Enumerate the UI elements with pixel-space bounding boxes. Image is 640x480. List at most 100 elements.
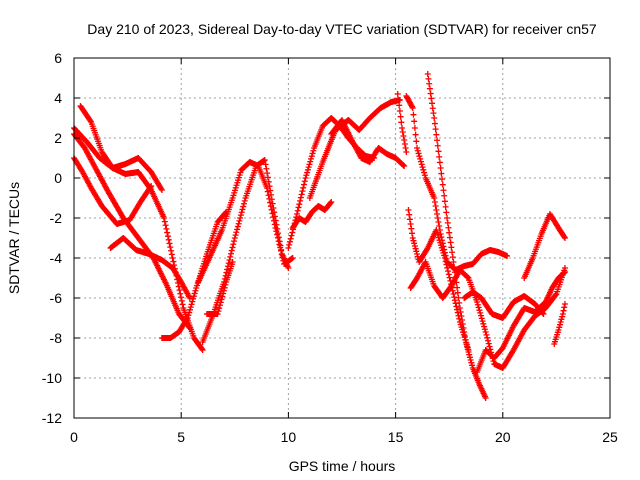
data-point <box>188 301 195 308</box>
data-point <box>400 133 407 139</box>
data-point <box>272 225 279 231</box>
data-point <box>299 188 306 195</box>
data-point <box>441 255 448 261</box>
x-tick-label: 10 <box>281 429 297 445</box>
data-point <box>234 223 241 230</box>
data-point <box>435 148 442 155</box>
data-point <box>431 195 438 201</box>
data-point <box>395 96 402 103</box>
data-point <box>267 203 274 210</box>
data-point <box>167 244 174 251</box>
data-point <box>428 95 435 102</box>
series-arc-i <box>203 259 236 317</box>
data-point <box>444 215 451 221</box>
data-point <box>277 244 284 251</box>
data-point <box>430 110 437 117</box>
data-point <box>449 254 456 261</box>
data-point <box>408 225 415 232</box>
y-tick-label: 2 <box>54 130 62 146</box>
data-point <box>266 195 273 202</box>
data-point <box>407 221 414 227</box>
data-point <box>411 118 418 125</box>
data-point <box>420 166 427 173</box>
data-point <box>401 163 408 169</box>
data-point <box>235 220 242 227</box>
data-point <box>240 200 247 207</box>
data-point <box>178 297 185 304</box>
data-point <box>215 308 222 315</box>
y-tick-label: 0 <box>54 170 62 186</box>
data-point <box>274 234 281 241</box>
data-point <box>436 159 443 166</box>
data-point <box>468 359 475 366</box>
data-point <box>396 102 403 109</box>
chart-title: Day 210 of 2023, Sidereal Day-to-day VTE… <box>87 21 597 37</box>
data-point <box>308 155 315 162</box>
data-point <box>454 284 461 291</box>
data-point <box>192 287 199 294</box>
data-point <box>555 327 562 333</box>
x-tick-label: 0 <box>70 429 78 445</box>
data-point <box>186 295 193 301</box>
data-point <box>440 187 447 194</box>
data-point <box>399 125 406 131</box>
axis-ticks <box>73 57 611 419</box>
data-point <box>414 251 421 257</box>
data-point <box>413 138 420 145</box>
data-point <box>561 269 568 276</box>
data-point <box>411 243 418 249</box>
data-point <box>237 215 244 221</box>
series-arc-d <box>77 103 165 193</box>
data-point <box>421 169 428 176</box>
data-point <box>286 241 293 248</box>
data-point <box>227 250 234 257</box>
data-point <box>561 269 568 275</box>
data-point <box>263 165 270 172</box>
data-point <box>411 125 418 131</box>
data-point <box>456 315 463 322</box>
data-point <box>264 170 271 177</box>
y-tick-labels: -12 -10 -8 -6 -4 -2 0 2 4 6 <box>42 50 62 426</box>
data-point <box>239 206 246 213</box>
data-point <box>310 147 317 154</box>
data-point <box>286 238 293 245</box>
data-point <box>298 191 305 198</box>
data-point <box>278 251 285 258</box>
data-point <box>436 223 443 229</box>
data-point <box>232 232 239 239</box>
data-point <box>409 105 416 111</box>
y-tick-label: -10 <box>42 370 62 386</box>
data-point <box>165 236 172 243</box>
data-point <box>397 113 404 120</box>
data-point <box>417 155 424 162</box>
data-point <box>432 203 439 209</box>
data-point <box>445 271 452 278</box>
data-point <box>409 235 416 241</box>
data-point <box>285 245 292 251</box>
data-point <box>285 265 292 271</box>
x-axis-label: GPS time / hours <box>289 458 396 474</box>
data-point <box>426 80 433 87</box>
data-point <box>476 307 483 314</box>
data-point <box>399 129 406 135</box>
data-point <box>162 222 169 229</box>
data-point <box>559 311 566 317</box>
data-point <box>190 293 197 300</box>
data-point <box>187 304 194 311</box>
data-point <box>302 175 309 181</box>
data-point <box>429 105 436 112</box>
data-point <box>186 324 193 330</box>
data-point <box>504 253 511 259</box>
data-point <box>409 103 416 110</box>
data-point <box>449 249 456 256</box>
data-point <box>414 147 421 154</box>
data-point <box>169 255 176 261</box>
data-point <box>558 316 565 323</box>
data-point <box>161 218 168 225</box>
data-point <box>178 294 185 301</box>
data-point <box>561 304 568 311</box>
y-tick-label: -12 <box>42 410 62 426</box>
data-point <box>270 217 277 224</box>
y-axis-label: SDTVAR / TECUs <box>6 182 22 294</box>
data-point <box>228 247 235 254</box>
